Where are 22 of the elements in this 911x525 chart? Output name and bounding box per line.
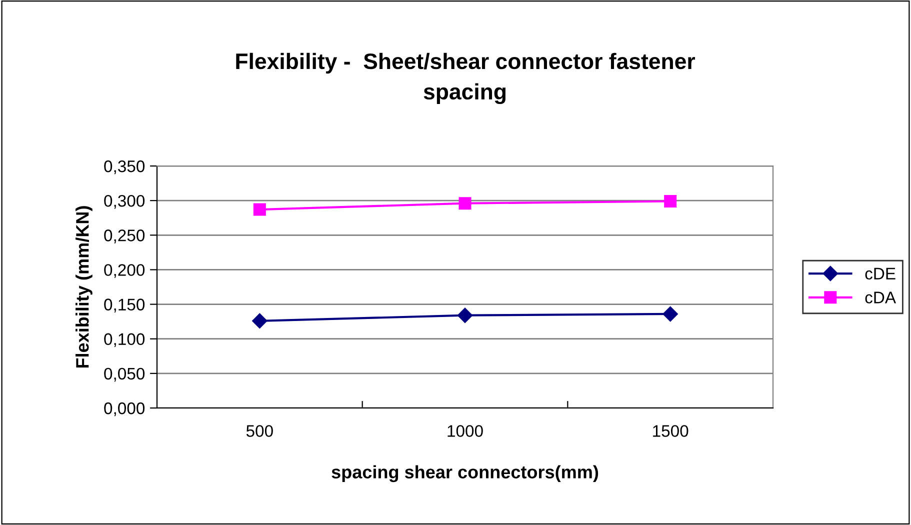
point: [252, 313, 268, 328]
chart-title: Flexibility - Sheet/shear connector fastener spacing: [236, 52, 695, 104]
y-tick-label: 0,250: [104, 230, 145, 244]
x-tick-label: 500: [246, 425, 273, 437]
point: [458, 197, 472, 210]
x-tick-label: 1500: [653, 425, 688, 437]
y-tick-label: 0,150: [104, 298, 145, 312]
y-tick-label: 0,350: [104, 160, 145, 174]
y-tick-label: 0,050: [104, 368, 145, 382]
y-axis-title: Flexibility (mm/KN): [76, 206, 92, 368]
legend-label: cDA: [865, 292, 896, 304]
legend-label: cDE: [865, 268, 896, 280]
point: [457, 308, 473, 323]
y-tick-label: 0,000: [104, 402, 145, 416]
x-tick-label: 1000: [448, 425, 483, 437]
point: [253, 203, 266, 216]
point: [664, 195, 677, 208]
x-axis-title: spacing shear connectors(mm): [332, 465, 598, 482]
y-tick-label: 0,100: [104, 333, 145, 348]
y-tick-label: 0,300: [104, 194, 145, 209]
point: [662, 306, 678, 322]
y-tick-label: 0,200: [104, 264, 145, 278]
